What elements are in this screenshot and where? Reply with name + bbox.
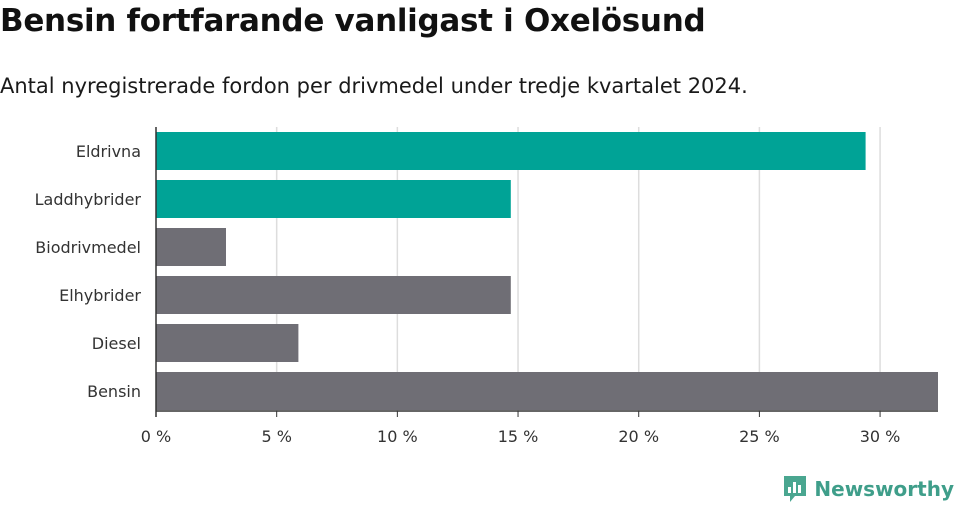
category-label: Laddhybrider — [35, 190, 142, 209]
gridlines — [275, 127, 881, 411]
chart-title: Bensin fortfarande vanligast i Oxelösund — [0, 3, 706, 39]
x-tick-label: 20 % — [618, 427, 659, 446]
category-label: Eldrivna — [76, 142, 141, 161]
newsworthy-logo: Newsworthy — [782, 474, 954, 504]
bar — [156, 276, 511, 314]
bars — [156, 132, 938, 410]
bar — [156, 180, 511, 218]
bar — [156, 228, 226, 266]
x-tick-label: 0 % — [141, 427, 171, 446]
x-axis: 0 % 5 % 10 % 15 % 20 % 25 % 30 % — [141, 127, 938, 446]
bar — [156, 372, 938, 410]
bar — [156, 132, 866, 170]
chart-subtitle: Antal nyregistrerade fordon per drivmede… — [0, 74, 748, 98]
x-tick-label: 15 % — [498, 427, 539, 446]
category-labels: Eldrivna Laddhybrider Biodrivmedel Elhybrid… — [35, 142, 142, 401]
newsworthy-icon — [784, 476, 807, 502]
brand-name: Newsworthy — [814, 477, 954, 501]
category-label: Bensin — [87, 382, 141, 401]
category-label: Diesel — [92, 334, 141, 353]
category-label: Biodrivmedel — [35, 238, 141, 257]
x-tick-label: 5 % — [261, 427, 291, 446]
x-tick-label: 30 % — [860, 427, 901, 446]
x-tick-label: 10 % — [377, 427, 418, 446]
category-label: Elhybrider — [59, 286, 141, 305]
x-tick-label: 25 % — [739, 427, 780, 446]
bar — [156, 324, 299, 362]
